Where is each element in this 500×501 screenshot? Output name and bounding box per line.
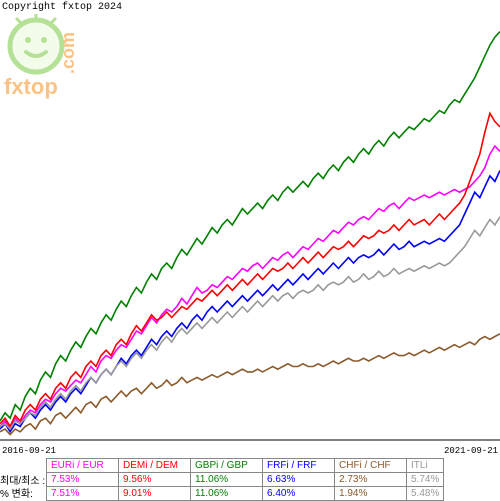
copyright-text: Copyright fxtop 2024 [2,2,122,13]
series-demi---dem [0,113,500,426]
series-frfi---frf [0,171,500,432]
table-cell: 7.51% [47,487,119,501]
series-itli [0,217,500,429]
table-cell: 11.06% [191,487,263,501]
table-cell: 6.63% [263,473,335,487]
series-gbpi---gbp [0,32,500,421]
table-cell: 5.48% [407,487,444,501]
line-chart [0,14,500,444]
series-chfi---chf [0,334,500,435]
table-cell: 2.73% [335,473,407,487]
x-start: 2016-09-21 [2,446,56,456]
stats-table: EURi / EURDEMi / DEMGBPi / GBPFRFi / FRF… [46,458,500,501]
table-cell: 7.53% [47,473,119,487]
table-cell: GBPi / GBP [191,459,263,473]
table-row: 7.51%9.01%11.06%6.40%1.94%5.48% [47,487,444,501]
table-cell: 1.94% [335,487,407,501]
table-cell: DEMi / DEM [119,459,191,473]
table-cell: ITLi [407,459,444,473]
table-cell: 11.06% [191,473,263,487]
table-cell: 5.74% [407,473,444,487]
table-row: 7.53%9.56%11.06%6.63%2.73%5.74% [47,473,444,487]
table-cell: 6.40% [263,487,335,501]
x-end: 2021-09-21 [444,446,498,456]
table-cell: CHFi / CHF [335,459,407,473]
table-cell: 9.56% [119,473,191,487]
row-label-pct: % 변화: [0,485,33,500]
table-cell: EURi / EUR [47,459,119,473]
table-cell: FRFi / FRF [263,459,335,473]
table-row: EURi / EURDEMi / DEMGBPi / GBPFRFi / FRF… [47,459,444,473]
table-cell: 9.01% [119,487,191,501]
